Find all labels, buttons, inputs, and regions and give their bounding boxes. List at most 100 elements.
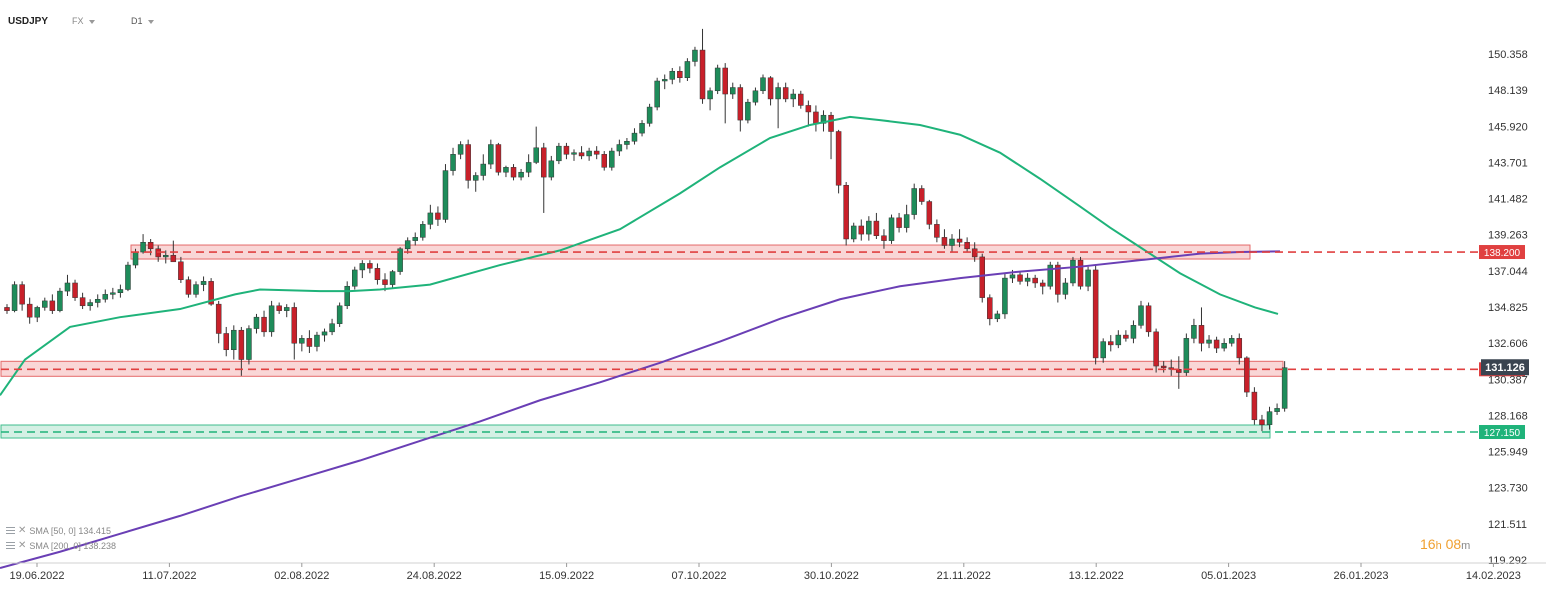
y-tick-label: 139.263: [1488, 230, 1528, 242]
candle: [352, 266, 358, 290]
time-axis[interactable]: 19.06.2022 11.07.2022 02.08.2022 24.08.2022…: [0, 562, 1546, 582]
candle: [782, 82, 789, 103]
candle: [979, 253, 985, 303]
candle: [79, 292, 86, 310]
candle: [276, 302, 282, 314]
price-axis[interactable]: 150.358 148.139 145.920 143.701 141.482 139.2…: [1481, 49, 1529, 567]
x-tick-label: 24.08.2022: [407, 570, 462, 582]
symbol-name[interactable]: USDJPY: [8, 16, 49, 27]
candle: [964, 237, 970, 253]
candle: [26, 297, 33, 324]
candle: [435, 206, 441, 226]
candle: [510, 164, 517, 181]
candle: [1266, 406, 1273, 430]
candle: [367, 260, 373, 274]
candle: [775, 82, 781, 129]
settings-icon[interactable]: [6, 527, 15, 534]
market-type-selector[interactable]: FX: [72, 16, 95, 26]
candle: [926, 199, 933, 230]
candle: [329, 318, 335, 336]
candle: [4, 304, 10, 314]
candle: [314, 331, 320, 352]
candle: [1206, 335, 1212, 349]
candle: [593, 146, 600, 160]
candle: [94, 294, 101, 308]
y-tick-label: 130.387: [1488, 374, 1528, 386]
x-tick-label: 21.11.2022: [937, 570, 991, 582]
indicator-sma50[interactable]: ✕ SMA [50, 0] 134.415: [6, 525, 111, 536]
timeframe-selector[interactable]: D1: [131, 16, 154, 26]
candle: [1047, 261, 1054, 290]
candle: [631, 128, 638, 145]
y-tick-label: 148.139: [1488, 85, 1528, 97]
candle: [994, 310, 1001, 323]
candle: [616, 139, 623, 156]
candle: [495, 142, 502, 176]
x-tick-label: 11.07.2022: [142, 570, 196, 582]
candle: [661, 74, 668, 90]
candle: [578, 146, 585, 160]
candle: [344, 281, 350, 310]
sma-lines: [0, 115, 1281, 569]
candle: [223, 326, 229, 357]
candle: [1228, 335, 1235, 347]
candle: [64, 274, 71, 297]
candle: [155, 245, 161, 262]
candle: [306, 330, 313, 354]
candle: [1002, 273, 1008, 319]
candle: [1153, 328, 1159, 373]
candle: [389, 269, 396, 288]
candle: [556, 142, 562, 165]
current-price-box: [1481, 359, 1529, 376]
countdown-minutes: 08: [1445, 536, 1462, 552]
y-tick-label: 121.511: [1488, 519, 1527, 531]
level-label: 138.200: [1484, 248, 1521, 259]
candle: [268, 300, 275, 337]
close-icon[interactable]: ✕: [18, 540, 27, 551]
candle: [404, 237, 411, 254]
sma50-line: [0, 115, 1279, 396]
candle: [253, 313, 260, 334]
candle: [911, 183, 917, 220]
candle: [722, 63, 728, 124]
candle: [1062, 278, 1069, 300]
settings-icon[interactable]: [6, 542, 15, 549]
candle: [299, 335, 305, 352]
candle: [34, 305, 40, 323]
chevron-down-icon: [147, 19, 154, 24]
candle: [336, 302, 343, 327]
y-tick-label: 132.606: [1488, 338, 1528, 350]
candle: [707, 87, 713, 111]
current-price-label: 131.126: [1485, 362, 1525, 374]
candle: [941, 229, 948, 249]
candle: [49, 294, 56, 314]
candle: [903, 204, 910, 233]
candle: [1100, 338, 1106, 363]
candle: [692, 46, 698, 67]
candle: [956, 229, 963, 248]
level-label-box: [1479, 245, 1525, 260]
candle: [820, 110, 827, 132]
candle: [1251, 387, 1258, 425]
candle: [1085, 266, 1091, 292]
candle: [117, 284, 124, 298]
candle: [238, 326, 245, 376]
candle: [624, 138, 630, 150]
indicator-sma200[interactable]: ✕ SMA [200, 0] 138.238: [6, 540, 116, 551]
candle: [1024, 273, 1031, 287]
timeframe-label: D1: [131, 16, 143, 26]
candle: [1160, 361, 1167, 373]
candle: [813, 105, 819, 132]
candle: [571, 149, 577, 161]
candle: [472, 172, 479, 192]
chevron-down-icon: [88, 19, 95, 24]
candle: [87, 299, 93, 311]
candle: [442, 164, 449, 223]
close-icon[interactable]: ✕: [18, 525, 27, 536]
candle: [586, 147, 592, 161]
candle: [669, 67, 676, 85]
candle: [798, 90, 804, 109]
candle: [321, 328, 328, 342]
candle: [896, 212, 902, 233]
